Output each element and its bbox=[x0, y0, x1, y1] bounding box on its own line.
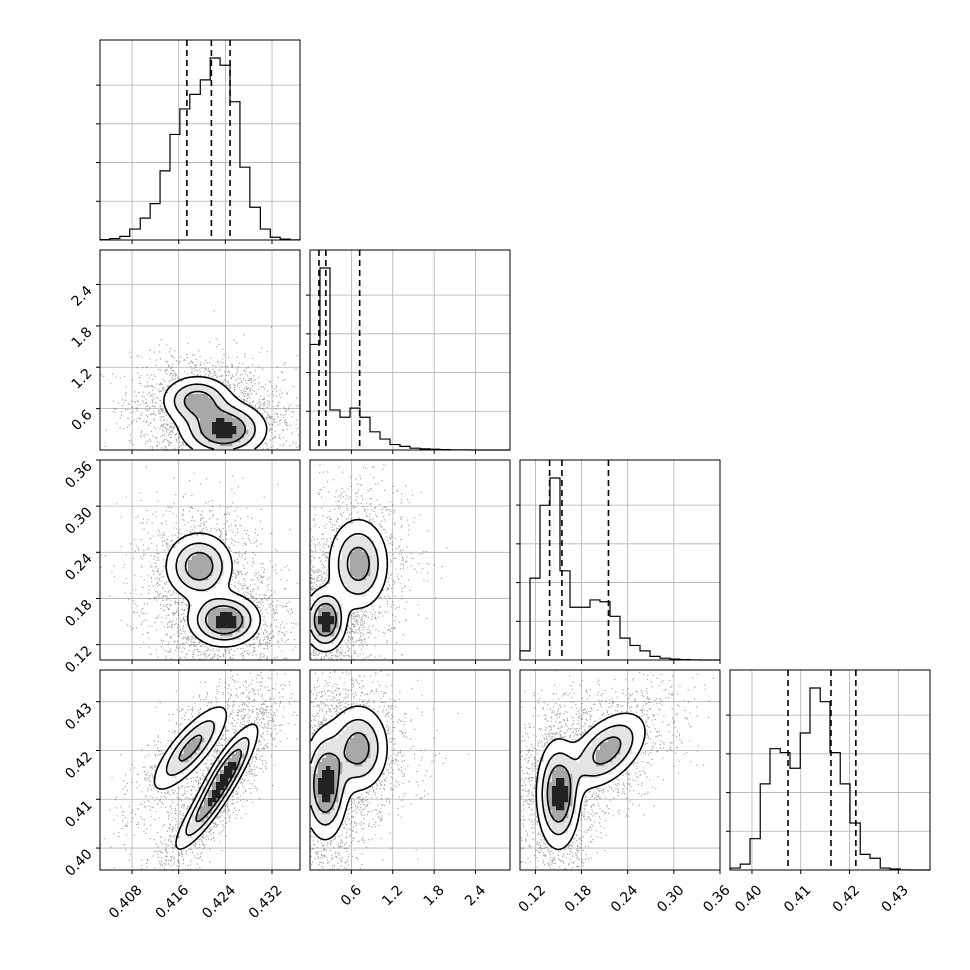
histogram-step-4 bbox=[729, 687, 930, 871]
contour-2-3-3 bbox=[313, 546, 370, 637]
x-tick-label: 0.12 bbox=[516, 882, 549, 915]
scatter-points-2-4 bbox=[310, 670, 470, 870]
x-tick-label: 1.2 bbox=[379, 882, 406, 909]
histogram-panel-2 bbox=[306, 249, 511, 454]
x-tick-label: 0.24 bbox=[608, 882, 641, 915]
histogram-panel-1 bbox=[96, 39, 301, 244]
x-tick-label: 0.6 bbox=[338, 882, 365, 909]
y-tick-label: 0.43 bbox=[62, 700, 95, 733]
x-tick-label: 0.432 bbox=[246, 882, 286, 922]
contour-1-4-3 bbox=[178, 734, 242, 823]
contour-1-2-3 bbox=[183, 390, 246, 445]
y-tick-label: 0.42 bbox=[62, 749, 95, 782]
contour-1-2-1 bbox=[163, 375, 268, 450]
contour-1-3-1 bbox=[165, 532, 262, 648]
x-tick-label: 0.40 bbox=[732, 882, 765, 915]
y-tick-label: 0.6 bbox=[69, 407, 96, 434]
contour-2-4-3 bbox=[313, 732, 370, 813]
contour-2-3-1 bbox=[310, 518, 389, 653]
contour-2-3-2 bbox=[310, 533, 379, 644]
contour-3-4-3 bbox=[546, 736, 622, 823]
histogram-panel-4 bbox=[726, 669, 931, 874]
x-tick-label: 0.42 bbox=[830, 882, 863, 915]
x-tick-label: 0.18 bbox=[562, 882, 595, 915]
scatter-panel-2-3 bbox=[309, 459, 511, 664]
histogram-panel-3 bbox=[516, 459, 721, 664]
y-tick-label: 1.8 bbox=[69, 324, 96, 351]
contour-3-4-1 bbox=[535, 712, 646, 851]
scatter-panel-3-4 bbox=[519, 669, 721, 874]
contour-1-4-1 bbox=[153, 706, 259, 850]
y-tick-label: 1.2 bbox=[69, 366, 96, 393]
y-tick-label: 0.18 bbox=[62, 597, 95, 630]
histogram-step-1 bbox=[99, 57, 301, 241]
x-tick-label: 1.8 bbox=[421, 882, 448, 909]
contour-2-4-2 bbox=[310, 718, 379, 826]
x-tick-label: 0.41 bbox=[781, 882, 814, 915]
scatter-points-1-4 bbox=[100, 670, 298, 870]
y-tick-label: 0.24 bbox=[62, 551, 95, 584]
contour-1-3-2 bbox=[175, 542, 252, 641]
scatter-panel-2-4 bbox=[309, 669, 511, 874]
x-tick-label: 2.4 bbox=[462, 882, 489, 909]
contour-2-4-1 bbox=[310, 705, 388, 841]
y-tick-label: 0.41 bbox=[62, 798, 95, 831]
histogram-step-3 bbox=[519, 477, 720, 661]
x-tick-label: 0.408 bbox=[106, 882, 146, 922]
contour-3-4-2 bbox=[541, 724, 634, 836]
x-tick-label: 0.30 bbox=[654, 882, 687, 915]
x-tick-label: 0.43 bbox=[879, 882, 912, 915]
y-tick-label: 0.30 bbox=[62, 504, 95, 537]
contour-1-4-2 bbox=[165, 720, 250, 837]
contour-1-3-3 bbox=[184, 551, 244, 635]
x-tick-label: 0.424 bbox=[199, 882, 239, 922]
scatter-panel-1-4 bbox=[96, 669, 301, 874]
y-tick-label: 2.4 bbox=[69, 283, 96, 310]
y-tick-label: 0.36 bbox=[62, 458, 95, 491]
x-tick-label: 0.416 bbox=[153, 882, 193, 922]
contour-1-2-2 bbox=[173, 383, 256, 450]
y-tick-label: 0.12 bbox=[62, 643, 95, 676]
y-tick-label: 0.40 bbox=[62, 846, 95, 879]
x-tick-label: 0.36 bbox=[700, 882, 733, 915]
scatter-panel-1-3 bbox=[96, 459, 301, 664]
scatter-panel-1-2 bbox=[96, 249, 301, 454]
